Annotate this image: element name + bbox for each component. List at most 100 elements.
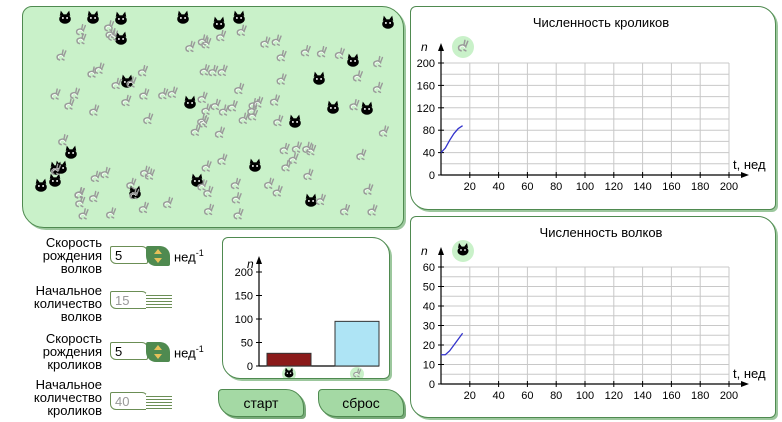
rabbit-icon	[349, 98, 360, 111]
rabbit-icon	[190, 124, 201, 136]
rabbits-bar	[334, 320, 380, 367]
wolf-icon	[87, 10, 99, 24]
rabbit-icon	[75, 23, 87, 36]
rabbit-birth-rate-stepper[interactable]: 5	[110, 340, 176, 364]
y-tick-label: 40	[423, 301, 435, 313]
rabbit-icon	[158, 87, 169, 100]
rabbit-icon	[203, 185, 214, 198]
x-tick-label: 160	[662, 390, 680, 402]
rabbit-icon	[197, 34, 208, 46]
x-tick-label: 200	[720, 390, 738, 402]
rabbit-icon	[197, 179, 208, 191]
x-axis-arrow-icon	[741, 172, 749, 178]
wolf-birth-rate-stepper[interactable]: 5	[110, 244, 176, 268]
rabbit-icon	[201, 103, 212, 115]
y-tick-label: 50	[241, 338, 253, 350]
y-tick-label: 50	[423, 282, 435, 294]
label-line: рождения	[42, 344, 102, 359]
y-tick-label: 200	[417, 58, 435, 70]
label-line: рождения	[42, 248, 102, 263]
rabbit-icon	[201, 37, 212, 49]
rabbit-icon	[137, 64, 149, 77]
rabbit-icon	[367, 204, 378, 216]
y-tick-label: 20	[423, 340, 435, 352]
wolf-icon	[65, 145, 77, 159]
rabbit-icon	[126, 76, 137, 88]
x-axis-label: t, нед	[733, 157, 766, 172]
x-tick-label: 140	[633, 390, 651, 402]
label-line: количество	[33, 296, 102, 311]
label-line: волков	[60, 309, 102, 324]
wolf-initial-input[interactable]: 15	[110, 291, 148, 309]
rabbit-icon	[94, 62, 105, 74]
y-axis-arrow-icon	[438, 247, 444, 255]
rabbit-birth-rate-input[interactable]: 5	[110, 342, 148, 360]
rabbit-icon	[247, 109, 258, 121]
rabbit-icon	[111, 77, 122, 90]
rabbit-icon	[352, 70, 363, 82]
rabbit-icon	[199, 64, 210, 76]
y-tick-label: 30	[423, 321, 435, 333]
rabbit-icon	[139, 88, 150, 100]
reset-button[interactable]: сброс	[318, 389, 404, 417]
rabbit-icon	[247, 103, 258, 116]
wolves-bar	[266, 352, 312, 367]
rabbit-icon	[363, 183, 374, 195]
rabbit-icon	[106, 207, 117, 219]
legend-icon-badge	[452, 36, 474, 58]
wolf-birth-rate-label: Скорость рождения волков	[20, 236, 102, 275]
rabbit-icon	[378, 125, 389, 137]
wolf-icon	[35, 178, 47, 192]
y-tick-label: 200	[235, 267, 253, 279]
chart-title: Численность волков	[540, 225, 663, 240]
y-tick-label: 100	[235, 314, 253, 326]
x-tick-label: 60	[521, 390, 533, 402]
rabbit-icon	[276, 73, 287, 85]
rabbit-icon	[339, 203, 351, 216]
x-tick-label: 100	[576, 390, 594, 402]
wolf-icon	[213, 16, 225, 30]
rabbit-icon	[50, 88, 61, 100]
rabbit-icon	[271, 34, 282, 46]
label-line: Начальное	[35, 377, 102, 392]
wolf-birth-rate-input[interactable]: 5	[110, 246, 148, 264]
wolf-icon	[327, 100, 339, 114]
spinner-arrows-icon[interactable]	[146, 246, 170, 266]
start-button[interactable]: старт	[218, 389, 304, 417]
label-line: волков	[60, 261, 102, 276]
x-tick-label: 20	[464, 181, 476, 193]
rabbit-icon	[315, 193, 326, 206]
wolf-initial-slider[interactable]: 15	[110, 289, 176, 313]
x-tick-label: 20	[464, 390, 476, 402]
series-line	[440, 125, 463, 154]
slider-lines-icon[interactable]	[146, 293, 172, 309]
rabbit-icon	[126, 177, 137, 190]
bar-chart-canvas: n 0 50 100 150 200	[235, 256, 380, 381]
spinner-arrows-icon[interactable]	[146, 342, 170, 362]
label-line: Скорость	[45, 235, 102, 250]
x-tick-label: 80	[550, 181, 562, 193]
wolf-icon	[347, 53, 359, 67]
slider-lines-icon[interactable]	[146, 394, 172, 410]
rabbit-icon	[334, 47, 345, 59]
chart-title: Численность кроликов	[533, 15, 669, 30]
rabbit-icon	[302, 141, 313, 153]
rabbit-initial-slider[interactable]: 40	[110, 390, 176, 414]
rabbit-icon	[201, 160, 212, 172]
field-canvas	[35, 10, 394, 220]
rabbit-icon	[56, 49, 67, 61]
x-tick-label: 100	[576, 181, 594, 193]
rabbit-icon	[281, 160, 292, 172]
rabbit-initial-input[interactable]: 40	[110, 392, 148, 410]
wolf-icon	[361, 101, 373, 115]
rabbit-icon	[197, 114, 208, 126]
rabbit-icon	[50, 163, 62, 176]
wolf-population-chart: Численность волков 0 10 20 30 40 50 60 20 40 60 80 1…	[410, 216, 776, 418]
rabbit-icon	[107, 29, 119, 41]
rabbit-icon	[58, 134, 69, 146]
label-line: количество	[33, 390, 102, 405]
rabbit-icon	[138, 201, 149, 214]
wolf-chart-canvas: Численность волков 0 10 20 30 40 50 60 20 40 60 80 1…	[421, 225, 766, 402]
rabbit-icon	[210, 98, 221, 111]
rabbit-population-chart: Численность кроликов 0 40 80 120 160 200 20 40 60…	[410, 6, 776, 210]
